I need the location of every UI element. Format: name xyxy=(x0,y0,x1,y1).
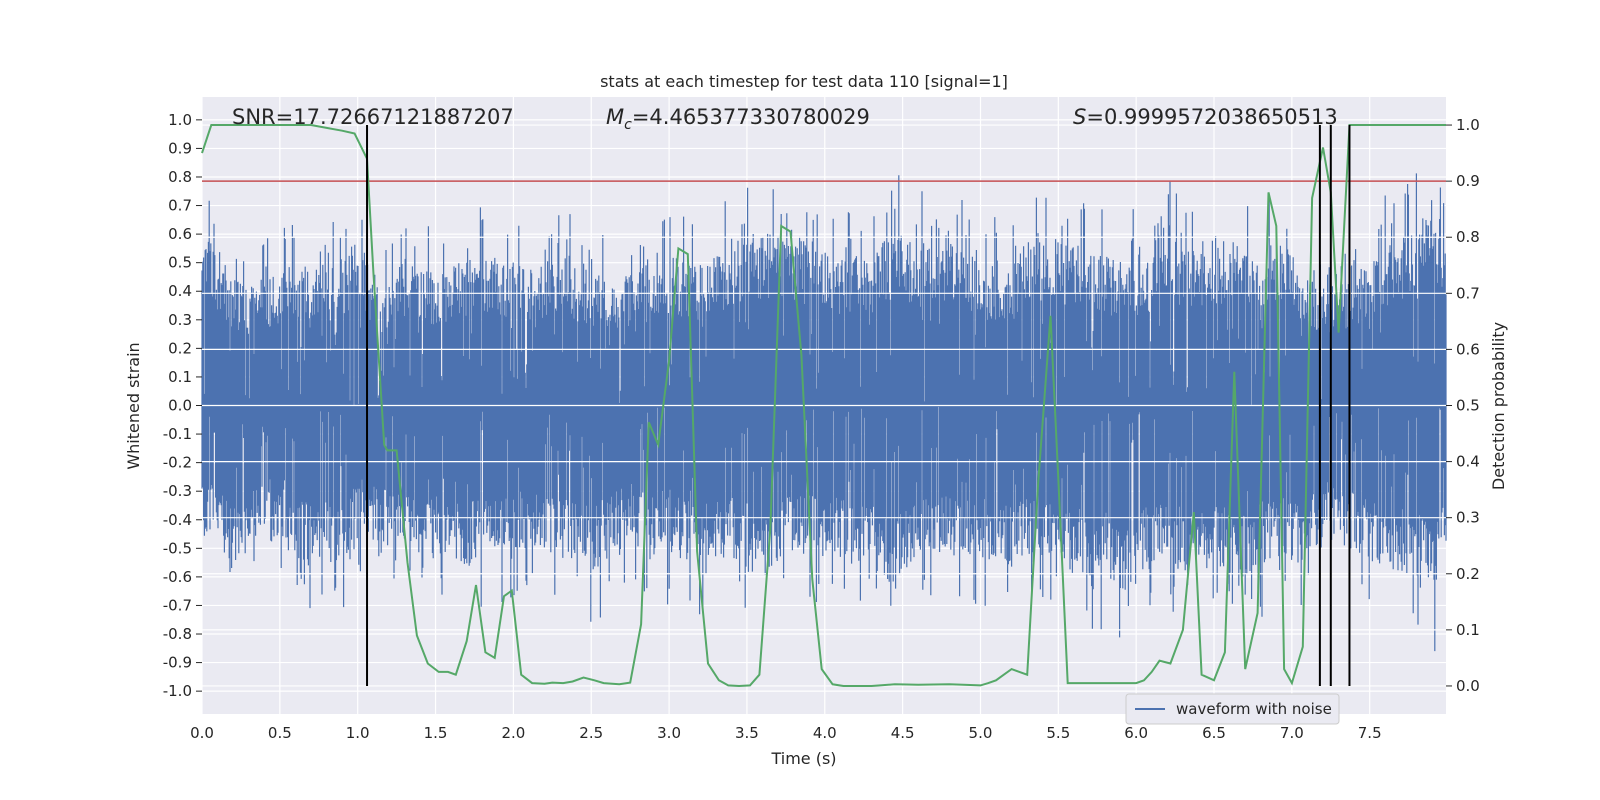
y-tick-label: -0.2 xyxy=(163,454,192,472)
x-tick-label: 7.0 xyxy=(1280,724,1304,742)
mc-subscript: c xyxy=(624,117,632,133)
vertical-markers xyxy=(366,125,1351,686)
y-tick-label: -0.3 xyxy=(163,482,192,500)
mc-value: =4.465377330780029 xyxy=(632,105,870,129)
x-tick-label: 2.0 xyxy=(501,724,525,742)
waveform-series xyxy=(201,173,1447,652)
probability-line xyxy=(201,124,1446,688)
x-tick-label: 7.5 xyxy=(1358,724,1382,742)
legend-label-waveform: waveform with noise xyxy=(1176,700,1332,718)
y-tick-label: -0.9 xyxy=(163,654,192,672)
y-axis-label: Whitened strain xyxy=(124,342,143,469)
chart-title: stats at each timestep for test data 110… xyxy=(600,72,1008,91)
x-axis-label: Time (s) xyxy=(770,749,836,768)
legend: waveform with noise xyxy=(1125,693,1340,725)
y-tick-label: 0.3 xyxy=(168,311,192,329)
y2-axis-label: Detection probability xyxy=(1489,322,1508,490)
x-tick-label: 0.5 xyxy=(268,724,292,742)
waveform-line xyxy=(201,173,1447,652)
x-tick-label: 4.5 xyxy=(891,724,915,742)
y-tick-label: 0.6 xyxy=(168,225,192,243)
y-axis-ticks: 1.0 0.9 0.8 0.7 0.6 0.5 0.4 0.3 0.2 0.1 0.0 -0.1 -0.… xyxy=(163,111,202,700)
y-tick-label: 0.7 xyxy=(168,197,192,215)
x-tick-label: 0.0 xyxy=(190,724,214,742)
probability-series xyxy=(201,124,1446,688)
y2-tick-label: 0.6 xyxy=(1456,340,1480,358)
y-tick-label: -1.0 xyxy=(163,682,192,700)
y-tick-label: -0.4 xyxy=(163,511,192,529)
s-symbol: S xyxy=(1073,105,1086,129)
y-tick-label: -0.5 xyxy=(163,539,192,557)
y-tick-label: 0.9 xyxy=(168,139,192,157)
y2-tick-label: 0.4 xyxy=(1456,453,1480,471)
y2-tick-label: 0.1 xyxy=(1456,621,1480,639)
x-tick-label: 6.0 xyxy=(1124,724,1148,742)
y-tick-label: -0.1 xyxy=(163,425,192,443)
y-tick-label: 0.4 xyxy=(168,282,192,300)
y2-tick-label: 0.3 xyxy=(1456,509,1480,527)
y2-tick-label: 1.0 xyxy=(1456,116,1480,134)
y-tick-label: 0.8 xyxy=(168,168,192,186)
y2-tick-label: 0.7 xyxy=(1456,284,1480,302)
y-tick-label: 0.5 xyxy=(168,254,192,272)
x-tick-label: 4.0 xyxy=(813,724,837,742)
x-tick-label: 1.0 xyxy=(346,724,370,742)
snr-annotation: SNR=17.72667121887207 xyxy=(232,105,514,129)
legend-box xyxy=(1125,693,1340,725)
y-tick-label: 0.1 xyxy=(168,368,192,386)
y2-tick-label: 0.2 xyxy=(1456,565,1480,583)
mc-symbol: M xyxy=(606,105,624,129)
s-annotation: S=0.9999572038650513 xyxy=(1073,105,1338,129)
x-tick-label: 6.5 xyxy=(1202,724,1226,742)
x-tick-label: 1.5 xyxy=(424,724,448,742)
y2-tick-label: 0.8 xyxy=(1456,228,1480,246)
y-tick-label: -0.6 xyxy=(163,568,192,586)
x-tick-label: 2.5 xyxy=(579,724,603,742)
x-tick-label: 3.0 xyxy=(657,724,681,742)
y2-tick-label: 0.9 xyxy=(1456,172,1480,190)
y2-tick-label: 0.0 xyxy=(1456,677,1480,695)
y2-tick-label: 0.5 xyxy=(1456,397,1480,415)
y-tick-label: 1.0 xyxy=(168,111,192,129)
y-tick-label: -0.8 xyxy=(163,625,192,643)
x-tick-label: 5.5 xyxy=(1046,724,1070,742)
y-tick-label: 0.0 xyxy=(168,397,192,415)
mc-annotation: Mc=4.465377330780029 xyxy=(606,105,870,133)
x-tick-label: 3.5 xyxy=(735,724,759,742)
y-tick-label: -0.7 xyxy=(163,596,192,614)
y2-axis-ticks: 1.0 0.9 0.8 0.7 0.6 0.5 0.4 0.3 0.2 0.1 0.0 xyxy=(1446,116,1480,695)
y-tick-label: 0.2 xyxy=(168,339,192,357)
x-axis-ticks: 0.0 0.5 1.0 1.5 2.0 2.5 3.0 3.5 4.0 4.5 5.0 5.5 6.0 6… xyxy=(190,724,1382,742)
x-tick-label: 5.0 xyxy=(969,724,993,742)
s-value: =0.9999572038650513 xyxy=(1086,105,1337,129)
